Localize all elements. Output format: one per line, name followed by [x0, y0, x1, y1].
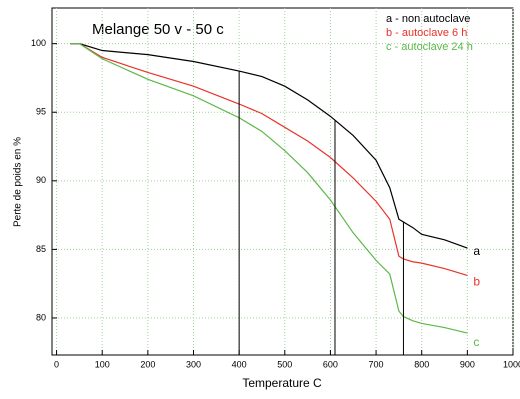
y-tick-label: 90 — [36, 175, 46, 185]
x-tick-label: 300 — [186, 359, 201, 369]
series-end-label: a — [473, 244, 480, 258]
x-tick-label: 600 — [323, 359, 338, 369]
x-tick-label: 100 — [95, 359, 110, 369]
x-tick-label: 500 — [277, 359, 292, 369]
y-tick-label: 100 — [31, 38, 46, 48]
x-tick-label: 700 — [369, 359, 384, 369]
x-tick-label: 200 — [140, 359, 155, 369]
x-axis-label: Temperature C — [242, 376, 322, 390]
x-tick-label: 400 — [232, 359, 247, 369]
line-series — [70, 43, 468, 249]
y-tick-label: 95 — [36, 107, 46, 117]
plot-frame — [51, 7, 514, 356]
legend-entry: b - autoclave 6 h — [386, 27, 467, 39]
y-axis-label: Perte de poids en % — [13, 137, 24, 227]
line-series — [70, 43, 468, 334]
y-tick-label: 80 — [36, 312, 46, 322]
x-tick-label: 800 — [414, 359, 429, 369]
chart-title: Melange 50 v - 50 c — [92, 21, 224, 38]
line-series — [70, 43, 468, 277]
x-tick-label: 1000 — [503, 359, 520, 369]
legend-entry: c - autoclave 24 h — [386, 41, 473, 53]
legend-entry: a - non autoclave — [386, 13, 470, 25]
x-tick-label: 0 — [54, 359, 59, 369]
x-tick-label: 900 — [460, 359, 475, 369]
y-tick-label: 85 — [36, 244, 46, 254]
series-end-label: c — [473, 335, 479, 349]
series-end-label: b — [473, 275, 480, 289]
